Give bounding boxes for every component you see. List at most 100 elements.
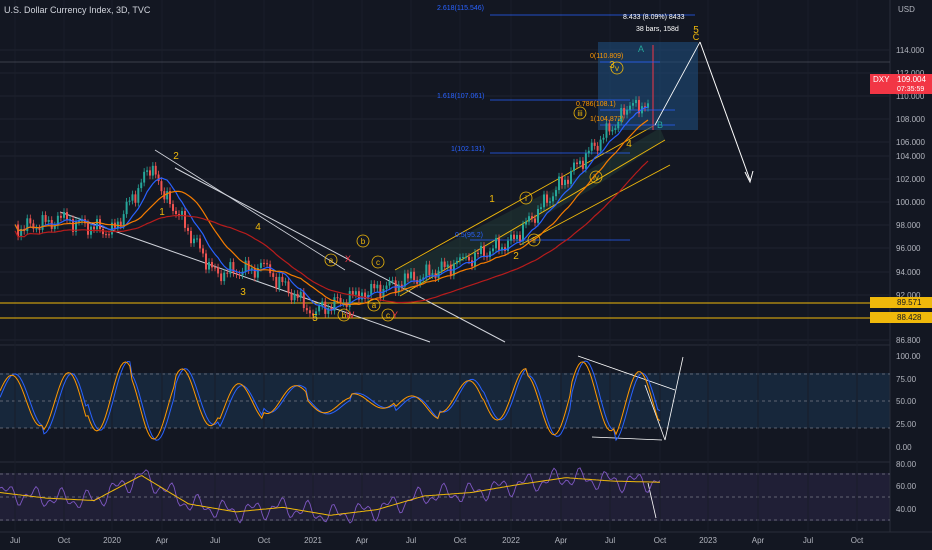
time-tick-label: Jul	[210, 536, 220, 545]
candle-body	[465, 256, 467, 258]
wave-label-down: 1	[159, 207, 165, 218]
candle-body	[166, 191, 169, 200]
wave-label-up: 4	[626, 139, 632, 150]
price-tick-label: 94.000	[896, 268, 921, 277]
candle-body	[66, 212, 68, 220]
candle-body	[125, 201, 128, 215]
price-pane[interactable]	[0, 0, 890, 345]
candle-body	[373, 283, 376, 289]
axes-layer: 114.000 112.000 110.000 108.000 106.000 104.0…	[10, 46, 932, 545]
candle-body	[425, 264, 428, 278]
fib-label: 0.5(95.2)	[455, 232, 483, 239]
wave-circle	[367, 298, 381, 312]
stoch-tick-label: 25.00	[896, 420, 917, 429]
candle-body	[513, 234, 515, 239]
candle-body	[330, 307, 333, 311]
candle-body	[455, 260, 458, 264]
wave-label-abc: v	[615, 64, 619, 73]
candle-body	[149, 170, 151, 176]
wave-circle	[356, 234, 370, 248]
candle-body	[32, 223, 35, 229]
wave-circle	[519, 191, 533, 205]
candle-body	[540, 207, 542, 209]
candle-body	[561, 176, 563, 186]
time-tick-label: Jul	[803, 536, 813, 545]
candle-body	[391, 280, 394, 282]
candle-body	[543, 194, 545, 208]
candle-body	[620, 107, 623, 122]
price-badge	[870, 312, 932, 323]
candle-body	[605, 123, 608, 138]
candle-body	[131, 194, 134, 201]
wave-circle	[337, 308, 351, 322]
price-tick-label: 100.000	[896, 198, 925, 207]
candle-body	[35, 228, 38, 230]
candle-body	[99, 219, 101, 229]
wave-label-abc: a	[372, 301, 377, 310]
candle-body	[483, 245, 485, 257]
time-tick-label: Oct	[454, 536, 467, 545]
wave-label-abc: c	[386, 311, 390, 320]
wave-letter: X	[345, 254, 351, 264]
candle-body	[50, 219, 53, 229]
candle-body	[266, 263, 269, 265]
time-tick-label: Oct	[851, 536, 864, 545]
wave-label-abc: i	[525, 194, 527, 203]
candle-body	[327, 307, 330, 314]
candle-body	[354, 291, 357, 295]
candle-body	[47, 219, 50, 222]
candle-body	[181, 211, 183, 217]
price-tick-label: 86.800	[896, 336, 921, 345]
candle-body	[495, 238, 497, 249]
candle-body	[611, 129, 614, 132]
candle-body	[339, 297, 342, 304]
series-layer	[0, 96, 661, 524]
candle-body	[134, 194, 137, 203]
wave-label-down: 3	[240, 287, 246, 298]
candle-body	[193, 238, 195, 244]
candle-body	[416, 280, 419, 284]
wave-circle	[573, 106, 587, 120]
wave-label-abc: ii	[532, 236, 536, 245]
candle-body	[348, 291, 351, 307]
price-tick-label: 110.000	[896, 92, 925, 101]
wave-circle	[324, 253, 338, 267]
candle-body	[296, 293, 299, 298]
candle-body	[44, 215, 47, 222]
time-tick-label: 2021	[304, 536, 322, 545]
price-tick-label: 106.000	[896, 138, 925, 147]
candle-body	[217, 267, 220, 274]
price-tick-label: 112.000	[896, 69, 925, 78]
candle-body	[190, 230, 192, 244]
candle-body	[137, 188, 140, 203]
candle-body	[552, 196, 554, 202]
candle-body	[573, 162, 575, 172]
candle-body	[235, 273, 238, 275]
candle-body	[108, 234, 110, 236]
price-badge	[870, 74, 932, 94]
candle-body	[75, 221, 77, 232]
stoch-proj-down	[644, 384, 666, 441]
candle-body	[428, 264, 431, 275]
stoch-tick-label: 50.00	[896, 397, 917, 406]
wave-label-abc: iii	[577, 109, 583, 118]
rsi-tick-label: 60.00	[896, 482, 917, 491]
candle-body	[555, 190, 557, 197]
candle-body	[56, 215, 59, 226]
candle-body	[379, 284, 382, 298]
time-tick-label: Apr	[156, 536, 169, 545]
candle-body	[256, 267, 259, 278]
candle-body	[259, 262, 262, 268]
candle-body	[232, 262, 235, 274]
candle-body	[78, 221, 80, 223]
candle-body	[397, 284, 400, 293]
fib-label: 1(102.131)	[451, 146, 485, 153]
candle-body	[474, 252, 476, 267]
candle-body	[570, 171, 572, 184]
stoch-band	[0, 373, 890, 428]
wave-circle	[589, 170, 603, 184]
time-tick-label: Jul	[10, 536, 20, 545]
candle-body	[172, 204, 174, 211]
candle-body	[638, 99, 640, 114]
